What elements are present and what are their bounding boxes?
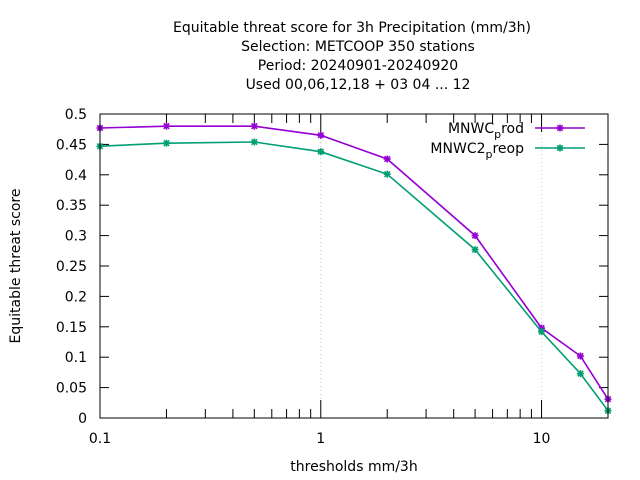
series-line-1 — [99, 141, 609, 412]
y-tick-label-0: 0 — [78, 411, 87, 427]
series-1-point-1 — [162, 139, 170, 147]
y-tick-label-10: 0.5 — [65, 107, 87, 123]
series-1-point-7 — [576, 370, 584, 378]
y-tick-label-9: 0.45 — [56, 137, 87, 153]
y-tick-label-3: 0.15 — [56, 320, 87, 336]
y-tick-label-8: 0.4 — [65, 168, 87, 184]
series-1-point-6 — [538, 328, 546, 336]
y-tick-label-1: 0.05 — [56, 381, 87, 397]
title-line-3: Period: 20240901-20240920 — [258, 58, 458, 74]
x-tick-label-0: 0.1 — [89, 431, 111, 447]
title-line-4: Used 00,06,12,18 + 03 04 ... 12 — [246, 77, 471, 93]
x-axis-label: thresholds mm/3h — [290, 459, 417, 475]
y-axis-label: Equitable threat score — [8, 189, 24, 344]
series-line-0 — [99, 125, 609, 400]
series-0-point-1 — [162, 122, 170, 130]
y-tick-label-6: 0.3 — [65, 229, 87, 245]
legend-marker-0 — [556, 124, 564, 132]
legend-label-1: MNWC2preop — [430, 141, 524, 161]
series-1-point-5 — [471, 246, 479, 254]
series-1-point-4 — [383, 170, 391, 178]
axis-ticks: 0 0.05 0.1 0.15 0.2 0.25 0.3 0.35 0.4 0.45 0.5 0.1 1… — [56, 107, 608, 447]
grid-lines — [320, 114, 543, 418]
title-line-1: Equitable threat score for 3h Precipitat… — [173, 20, 531, 36]
series-0-point-2 — [250, 122, 258, 130]
series-0-point-7 — [576, 352, 584, 360]
x-tick-label-2: 10 — [533, 431, 551, 447]
plot-frame — [99, 113, 609, 419]
legend-label-0: MNWCprod — [448, 121, 524, 141]
series-1-point-3 — [317, 148, 325, 156]
chart-title: Equitable threat score for 3h Precipitat… — [173, 20, 531, 93]
y-tick-label-4: 0.2 — [65, 289, 87, 305]
series-0-point-4 — [383, 155, 391, 163]
legend-marker-1 — [556, 144, 564, 152]
title-line-2: Selection: METCOOP 350 stations — [241, 39, 475, 55]
series-0-point-5 — [471, 232, 479, 240]
series-0-point-3 — [317, 131, 325, 139]
y-tick-label-5: 0.25 — [56, 259, 87, 275]
series-1-point-2 — [250, 138, 258, 146]
series-layer — [96, 122, 612, 415]
y-tick-label-2: 0.1 — [65, 350, 87, 366]
y-tick-label-7: 0.35 — [56, 198, 87, 214]
x-tick-label-1: 1 — [316, 431, 325, 447]
